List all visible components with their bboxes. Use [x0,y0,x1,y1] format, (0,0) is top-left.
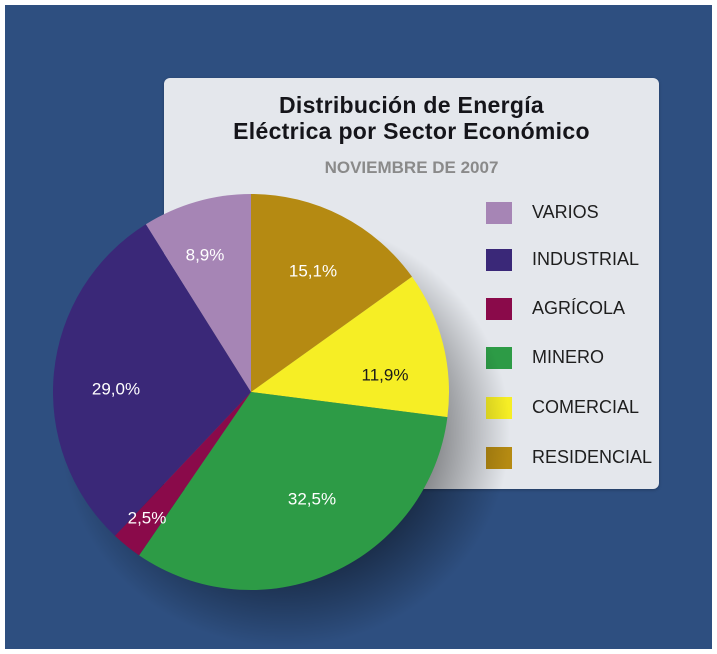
slice-value-label: 8,9% [186,245,225,264]
chart-subtitle: NOVIEMBRE DE 2007 [324,158,499,177]
slice-value-label: 15,1% [289,261,337,280]
pie-slice-industrial [52,224,252,536]
legend-label: INDUSTRIAL [532,249,640,269]
pie-slice-minero [139,392,448,590]
pie-slice-residencial [251,194,413,392]
legend-label: VARIOS [532,202,599,222]
legend-swatch [486,202,512,224]
legend-label: MINERO [532,347,604,367]
slice-value-label: 32,5% [288,489,336,508]
legend-label: AGRÍCOLA [532,298,626,318]
chart-title: Distribución de Energía Eléctrica por Se… [233,92,590,144]
legend-swatch [486,298,512,320]
pie-slices [52,194,450,590]
legend-label: RESIDENCIAL [532,447,653,467]
slice-value-label: 29,0% [92,379,140,398]
slice-value-label: 2,5% [128,508,167,527]
pie-slice-comercial [251,276,450,418]
pie-slice-varios [145,194,251,392]
pie-slice-labels: 15,1% 11,9% 32,5% 2,5% 29,0% 8,9% [92,245,409,527]
legend-swatch [486,249,512,271]
legend-label: COMERCIAL [532,397,640,417]
pie-slice-agrcola [114,392,252,556]
slice-value-label: 11,9% [362,365,409,384]
